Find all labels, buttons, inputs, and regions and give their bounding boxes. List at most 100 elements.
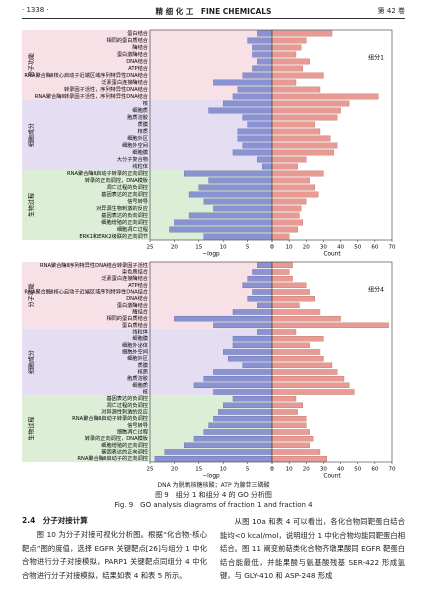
- category-label: 基因表达的正向调控: [101, 448, 148, 456]
- bar: [237, 128, 273, 135]
- bar: [271, 262, 293, 269]
- category-label: RNA聚合酶Ⅱ转录因子活性，序列特异性DNA结合: [35, 92, 149, 100]
- x-tick-label: 5: [246, 245, 250, 251]
- bar: [271, 163, 298, 170]
- bar: [257, 156, 273, 163]
- bar: [271, 415, 307, 422]
- bar: [203, 233, 273, 240]
- bar: [247, 37, 273, 44]
- bar: [271, 349, 321, 355]
- bar: [242, 142, 273, 149]
- bar: [271, 219, 304, 226]
- bar: [271, 442, 310, 449]
- bar: [271, 177, 310, 184]
- category-label: RNA聚合酶Ⅱ核心启动子近端区域序列特异性DNA结合: [24, 288, 148, 296]
- category-label: 染色质结合: [122, 268, 149, 276]
- bar: [252, 44, 273, 51]
- x-tick-label: 20: [171, 245, 178, 251]
- bar: [227, 355, 273, 362]
- category-label: RNA聚合酶Ⅱ核心启动子近端区域序列特异性DNA结合: [24, 71, 148, 79]
- bar: [252, 51, 273, 58]
- category-label: ERK1和ERK2级联的正向调节: [79, 232, 148, 240]
- bar: [271, 389, 355, 395]
- journal-name: 精 细 化 工 FINE CHEMICALS: [155, 7, 272, 16]
- bar: [271, 226, 298, 233]
- category-label: 细胞膜: [132, 148, 148, 156]
- bar: [271, 37, 307, 44]
- bar: [193, 382, 273, 389]
- bar: [271, 409, 298, 415]
- bar: [188, 191, 273, 198]
- category-label: 线粒体: [132, 162, 148, 170]
- bar: [271, 156, 307, 163]
- bar: [271, 429, 310, 435]
- category-label: 转录的正向调控，DNA模板: [85, 434, 149, 442]
- category-label: 细胞膜: [132, 334, 148, 342]
- paragraph: 从图 10a 和表 4 可以看出，各化合物同靶蛋白结合能均<0 kcal/mol…: [220, 517, 405, 580]
- bar: [271, 449, 321, 455]
- category-label: 质膜: [138, 361, 148, 369]
- category-label: 细胞凋亡过程: [117, 225, 148, 233]
- bar: [271, 107, 341, 114]
- group-label: 分子功能: [28, 53, 36, 77]
- bar: [223, 349, 273, 355]
- charts: 分子功能蛋白结合相同的蛋白质结合酶结合蛋白激酶结合DNA结合ATP结合RNA聚合…: [22, 29, 396, 480]
- category-label: 核: [143, 99, 148, 107]
- bar: [232, 93, 273, 100]
- paragraph: 图 10 为分子对接可视化分析图。根据“化合物-核心靶点”图的度值，选择 EGF…: [22, 530, 207, 580]
- category-label: 基因表达的正向调控: [101, 190, 148, 198]
- bar: [252, 269, 273, 275]
- category-label: 质膜: [138, 120, 148, 128]
- bar: [223, 402, 273, 409]
- x-tick-label: 40: [337, 467, 344, 473]
- group-label: 生物过程: [28, 417, 36, 441]
- x-tick-label: 30: [320, 245, 327, 251]
- category-label: 对异源性刺激的反应: [101, 408, 148, 416]
- group-label: 细胞成分: [28, 350, 36, 374]
- bar: [271, 30, 333, 37]
- bar: [242, 114, 273, 121]
- x-tick-label: 10: [220, 467, 227, 473]
- bar: [257, 58, 273, 65]
- bar: [271, 114, 338, 121]
- bar: [223, 100, 273, 107]
- bar: [208, 422, 273, 429]
- bar: [257, 302, 273, 309]
- bar: [169, 226, 273, 233]
- category-label: 细胞外区: [127, 134, 148, 142]
- plot-frame: [149, 261, 393, 463]
- group-label: 生物过程: [28, 193, 36, 217]
- bar: [257, 30, 273, 37]
- axis-title: −logp: [202, 252, 220, 258]
- category-label: 对异源生物刺激的反应: [96, 204, 148, 212]
- bar: [271, 342, 310, 349]
- category-label: RNA聚合酶Ⅱ启动子转录的正向调控: [67, 169, 148, 177]
- bar: [164, 449, 273, 455]
- x-tick-label: 50: [354, 467, 361, 473]
- bar: [271, 282, 307, 289]
- x-tick-label: 25: [147, 245, 154, 251]
- bar: [184, 170, 273, 177]
- bar: [271, 128, 321, 135]
- category-label: 线粒体: [132, 328, 148, 336]
- bar: [232, 342, 273, 349]
- bar: [271, 51, 297, 58]
- x-tick-label: 0: [270, 467, 274, 473]
- bar: [193, 435, 273, 442]
- bar: [271, 142, 338, 149]
- bar: [208, 177, 273, 184]
- category-label: 蛋白质结合: [122, 321, 149, 329]
- annotation: 组分4: [368, 286, 384, 294]
- bar: [271, 402, 304, 409]
- volume: 第 42 卷: [377, 7, 405, 15]
- bar: [271, 362, 333, 369]
- bar: [271, 170, 324, 177]
- bar: [271, 65, 304, 72]
- bar: [271, 86, 321, 93]
- bar: [188, 212, 273, 219]
- category-label: 蛋白结合: [127, 29, 149, 37]
- plot-frame: [149, 29, 393, 241]
- bar: [242, 362, 273, 369]
- bar: [257, 329, 273, 335]
